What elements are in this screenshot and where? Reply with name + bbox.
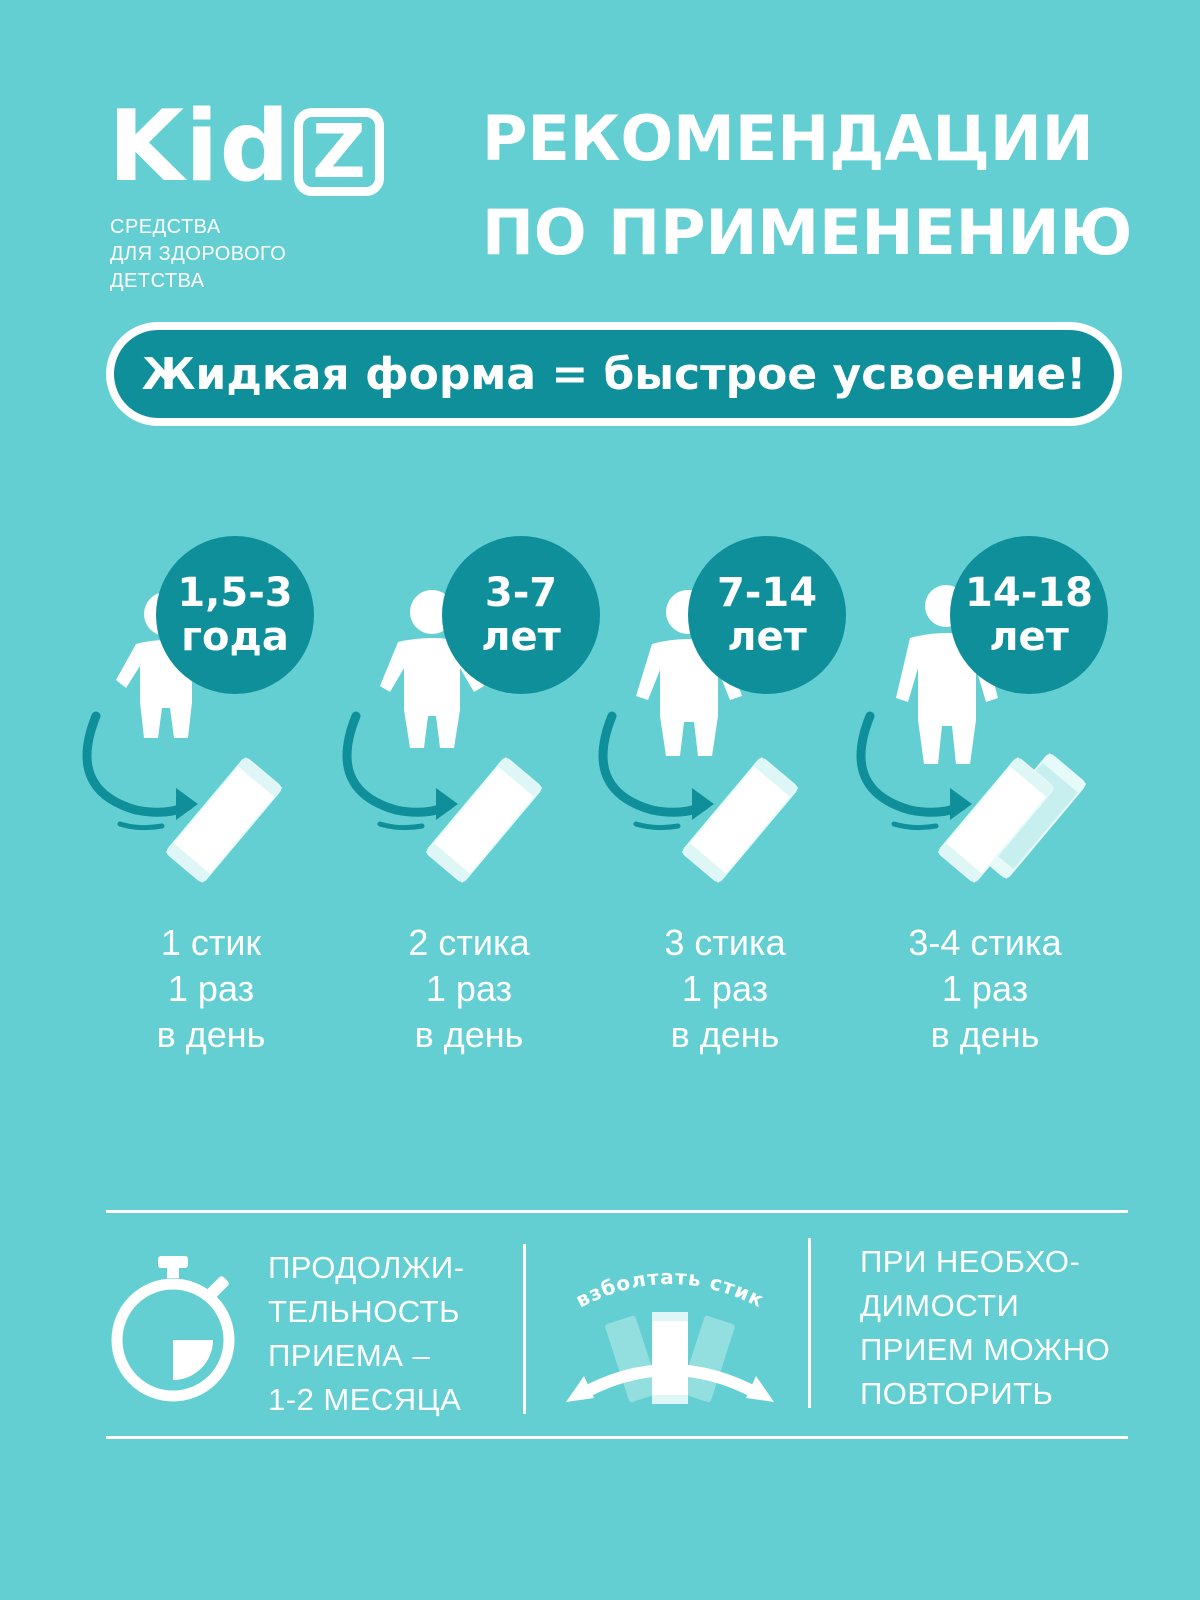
dose-amount: 3-4 стика: [908, 922, 1062, 963]
dose-amount: 3 стика: [664, 922, 786, 963]
age-value: 1,5-3: [177, 570, 293, 616]
repeat-line: ПРИ НЕОБХО-: [860, 1244, 1081, 1279]
age-column: 1,5-3 года 1 стик 1 раз в день: [76, 520, 346, 1080]
dose-period: в день: [930, 1014, 1040, 1055]
dose-text: 2 стика 1 раз в день: [334, 920, 604, 1058]
dose-frequency: 1 раз: [167, 968, 255, 1009]
repeat-line: ПРИЕМ МОЖНО: [860, 1332, 1111, 1367]
title-line: РЕКОМЕНДАЦИИ: [482, 102, 1094, 175]
age-badge: 7-14 лет: [688, 536, 846, 694]
tagline-line: ДЕТСТВА: [110, 270, 205, 292]
age-unit: лет: [481, 614, 561, 660]
dose-period: в день: [414, 1014, 524, 1055]
tagline-line: ДЛЯ ЗДОРОВОГО: [110, 243, 287, 265]
dose-period: в день: [156, 1014, 266, 1055]
title-line: ПО ПРИМЕНЕНИЮ: [482, 196, 1133, 269]
dose-amount: 1 стик: [160, 922, 262, 963]
dose-frequency: 1 раз: [941, 968, 1029, 1009]
age-column: 7-14 лет 3 стика 1 раз в день: [590, 520, 860, 1080]
brand-logo-word: Kid: [108, 90, 291, 204]
dose-text: 1 стик 1 раз в день: [76, 920, 346, 1058]
divider-bottom: [106, 1436, 1128, 1439]
duration-line: ПРОДОЛЖИ-: [268, 1250, 465, 1285]
stopwatch-icon: [111, 1256, 235, 1402]
brand-logo-box: Z: [294, 108, 384, 196]
age-badge: 14-18 лет: [950, 536, 1108, 694]
shake-label: взболтать стик: [572, 1265, 768, 1312]
age-value: 7-14: [716, 570, 818, 616]
headline-banner: Жидкая форма = быстрое усвоение!: [106, 322, 1122, 426]
age-unit: года: [181, 614, 289, 660]
dose-amount: 2 стика: [408, 922, 530, 963]
brand-tagline: СРЕДСТВА ДЛЯ ЗДОРОВОГО ДЕТСТВА: [110, 214, 286, 295]
age-unit: лет: [727, 614, 807, 660]
age-value: 14-18: [965, 570, 1093, 616]
age-unit: лет: [989, 614, 1069, 660]
divider-top: [106, 1210, 1128, 1213]
duration-text: ПРОДОЛЖИ- ТЕЛЬНОСТЬ ПРИЕМА – 1-2 МЕСЯЦА: [268, 1246, 465, 1422]
duration-line: 1-2 МЕСЯЦА: [268, 1382, 462, 1417]
age-column: 14-18 лет 3-4 стика 1 раз в день: [850, 520, 1120, 1080]
age-badge: 3-7 лет: [442, 536, 600, 694]
age-column: 3-7 лет 2 стика 1 раз в день: [334, 520, 604, 1080]
duration-line: ТЕЛЬНОСТЬ: [268, 1294, 460, 1329]
dose-text: 3-4 стика 1 раз в день: [850, 920, 1120, 1058]
divider-vertical: [808, 1238, 811, 1408]
divider-vertical: [523, 1244, 526, 1414]
banner-text: Жидкая форма = быстрое усвоение!: [141, 348, 1087, 400]
tagline-line: СРЕДСТВА: [110, 216, 221, 238]
dose-text: 3 стика 1 раз в день: [590, 920, 860, 1058]
child-figure-icon: [342, 590, 543, 883]
svg-text:взболтать стик: взболтать стик: [572, 1265, 769, 1312]
repeat-line: ДИМОСТИ: [860, 1288, 1020, 1323]
age-value: 3-7: [484, 570, 558, 616]
dose-period: в день: [670, 1014, 780, 1055]
repeat-text: ПРИ НЕОБХО- ДИМОСТИ ПРИЕМ МОЖНО ПОВТОРИТ…: [860, 1240, 1110, 1416]
shake-stick-icon: взболтать стик: [566, 1265, 774, 1404]
dose-frequency: 1 раз: [681, 968, 769, 1009]
page-title: РЕКОМЕНДАЦИИ ПО ПРИМЕНЕНИЮ: [482, 92, 1182, 280]
child-figure-icon: [856, 585, 1087, 883]
repeat-line: ПОВТОРИТЬ: [860, 1376, 1054, 1411]
age-badge: 1,5-3 года: [156, 536, 314, 694]
dose-frequency: 1 раз: [425, 968, 513, 1009]
duration-line: ПРИЕМА –: [268, 1338, 431, 1373]
